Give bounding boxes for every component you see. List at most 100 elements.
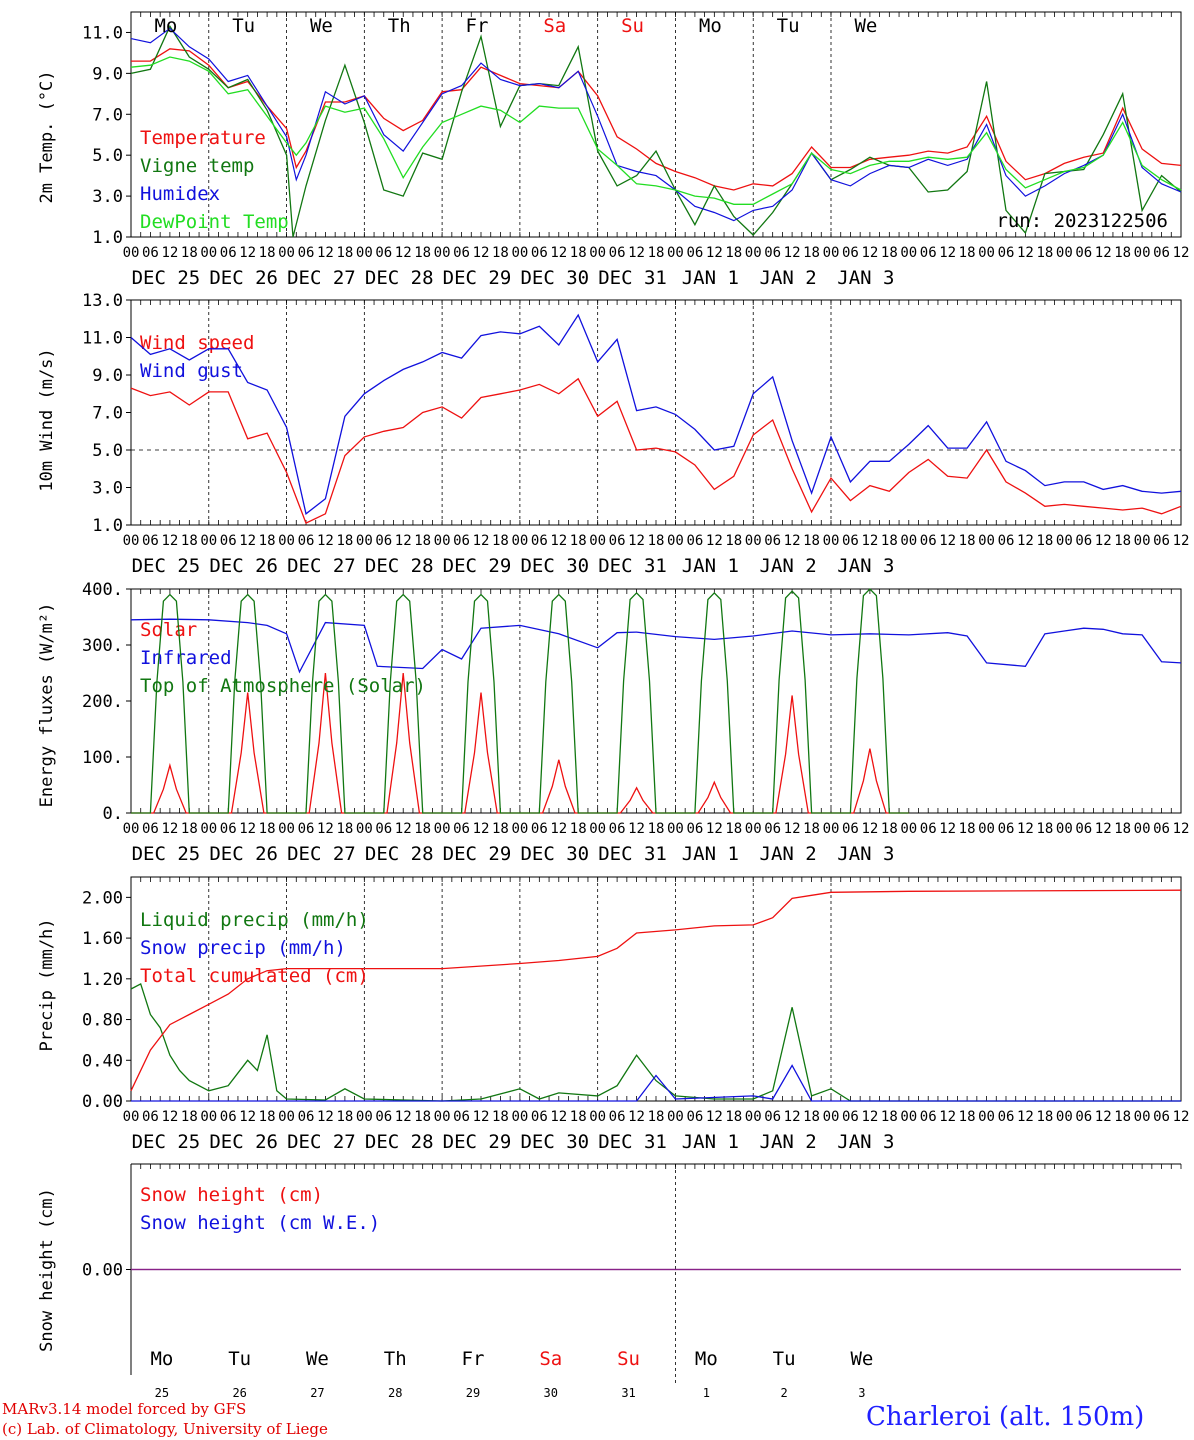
meteogram: 2m Temp. (°C)1.03.05.07.09.011.000 06 12 18… — [37, 11, 1190, 1400]
hour-tick-label: 18 — [414, 245, 431, 261]
hour-tick-label: 00 — [200, 245, 217, 261]
hour-tick-label: 12 — [939, 533, 956, 549]
hour-tick-label: 00 — [823, 533, 840, 549]
y-tick-label: 200. — [82, 692, 123, 712]
hour-tick-label: 00 — [900, 821, 917, 837]
day-label: JAN 1 — [682, 1131, 739, 1153]
hour-tick-label: 12 — [239, 533, 256, 549]
day-label: JAN 1 — [682, 555, 739, 577]
day-number: 2 — [780, 1386, 787, 1400]
y-tick-label: 11.0 — [82, 23, 123, 43]
legend-entry: DewPoint Temp — [140, 211, 289, 233]
hour-tick-label: 00 — [978, 533, 995, 549]
hour-tick-label: 06 — [1153, 821, 1170, 837]
hour-tick-label: 00 — [511, 1109, 528, 1125]
y-tick-label: 5.0 — [92, 441, 123, 461]
hour-tick-label: 18 — [336, 1109, 353, 1125]
hour-tick-label: 12 — [473, 1109, 490, 1125]
hour-tick-label: 12 — [784, 1109, 801, 1125]
hour-tick-label: 18 — [1114, 245, 1131, 261]
hour-tick-label: 18 — [570, 245, 587, 261]
hour-tick-label: 06 — [1075, 821, 1092, 837]
legend-entry: Wind speed — [140, 332, 254, 354]
hour-tick-label: 00 — [434, 821, 451, 837]
hour-tick-label: 18 — [259, 1109, 276, 1125]
hour-tick-label: 12 — [706, 1109, 723, 1125]
hour-tick-label: 06 — [1153, 1109, 1170, 1125]
day-label: DEC 28 — [365, 843, 434, 865]
hour-tick-label: 06 — [375, 533, 392, 549]
hour-tick-label: 18 — [414, 533, 431, 549]
hour-tick-label: 00 — [978, 821, 995, 837]
weekday-label: We — [310, 15, 333, 37]
hour-tick-label: 12 — [1095, 1109, 1112, 1125]
hour-tick-label: 06 — [142, 245, 159, 261]
hour-tick-label: 18 — [803, 245, 820, 261]
hour-tick-label: 12 — [550, 1109, 567, 1125]
y-tick-label: 9.0 — [92, 64, 123, 84]
hour-tick-label: 06 — [998, 821, 1015, 837]
hour-tick-label: 00 — [745, 245, 762, 261]
hour-tick-label: 12 — [161, 1109, 178, 1125]
hour-tick-label: 12 — [1095, 245, 1112, 261]
hour-tick-label: 06 — [298, 245, 315, 261]
day-label: JAN 3 — [837, 267, 894, 289]
hour-tick-label: 06 — [609, 821, 626, 837]
hour-tick-label: 12 — [239, 245, 256, 261]
day-label: DEC 29 — [443, 1131, 512, 1153]
hour-tick-label: 18 — [570, 821, 587, 837]
run-annotation: run: 2023122506 — [996, 210, 1168, 232]
y-tick-label: 9.0 — [92, 366, 123, 386]
hour-tick-label: 12 — [939, 1109, 956, 1125]
hour-tick-label: 00 — [511, 245, 528, 261]
weekday-label-bottom: Th — [384, 1348, 407, 1370]
y-tick-label: 1.20 — [82, 970, 123, 990]
hour-tick-label: 06 — [609, 245, 626, 261]
hour-tick-label: 06 — [531, 821, 548, 837]
day-label: DEC 30 — [520, 267, 589, 289]
hour-tick-label: 12 — [1173, 1109, 1190, 1125]
weekday-label-bottom: Fr — [462, 1348, 485, 1370]
y-tick-label: 0. — [103, 804, 123, 824]
day-label: DEC 25 — [132, 555, 201, 577]
hour-tick-label: 12 — [161, 821, 178, 837]
day-number: 27 — [310, 1386, 324, 1400]
hour-tick-label: 06 — [842, 533, 859, 549]
hour-tick-label: 06 — [220, 1109, 237, 1125]
y-tick-label: 7.0 — [92, 105, 123, 125]
hour-tick-label: 12 — [861, 1109, 878, 1125]
hour-tick-label: 06 — [1075, 245, 1092, 261]
hour-tick-label: 00 — [978, 245, 995, 261]
hour-tick-label: 12 — [628, 821, 645, 837]
hour-tick-label: 12 — [1017, 533, 1034, 549]
hour-tick-label: 00 — [123, 245, 140, 261]
hour-tick-label: 00 — [823, 1109, 840, 1125]
series-line-liquid-precip-mm-h- — [130, 982, 1181, 1102]
day-label: DEC 26 — [209, 267, 278, 289]
day-number: 28 — [388, 1386, 402, 1400]
hour-tick-label: 18 — [336, 533, 353, 549]
hour-tick-label: 06 — [998, 1109, 1015, 1125]
hour-tick-label: 18 — [259, 533, 276, 549]
hour-tick-label: 18 — [181, 245, 198, 261]
hour-tick-label: 06 — [764, 1109, 781, 1125]
y-axis-label: Energy fluxes (W/m²) — [37, 603, 57, 808]
weekday-label: Mo — [699, 15, 722, 37]
day-label: DEC 26 — [209, 843, 278, 865]
hour-tick-label: 12 — [161, 245, 178, 261]
hour-tick-label: 18 — [492, 245, 509, 261]
legend-entry: Total cumulated (cm) — [140, 965, 369, 987]
hour-tick-label: 06 — [920, 821, 937, 837]
hour-tick-label: 06 — [686, 245, 703, 261]
hour-tick-label: 00 — [200, 1109, 217, 1125]
hour-tick-label: 12 — [628, 1109, 645, 1125]
hour-tick-label: 18 — [725, 1109, 742, 1125]
series-line-temperature — [131, 48, 1182, 191]
hour-tick-label: 00 — [745, 821, 762, 837]
hour-tick-label: 12 — [784, 533, 801, 549]
hour-tick-label: 18 — [725, 245, 742, 261]
hour-tick-label: 00 — [434, 533, 451, 549]
hour-tick-label: 00 — [434, 245, 451, 261]
hour-tick-label: 12 — [395, 245, 412, 261]
day-label: DEC 31 — [598, 1131, 667, 1153]
